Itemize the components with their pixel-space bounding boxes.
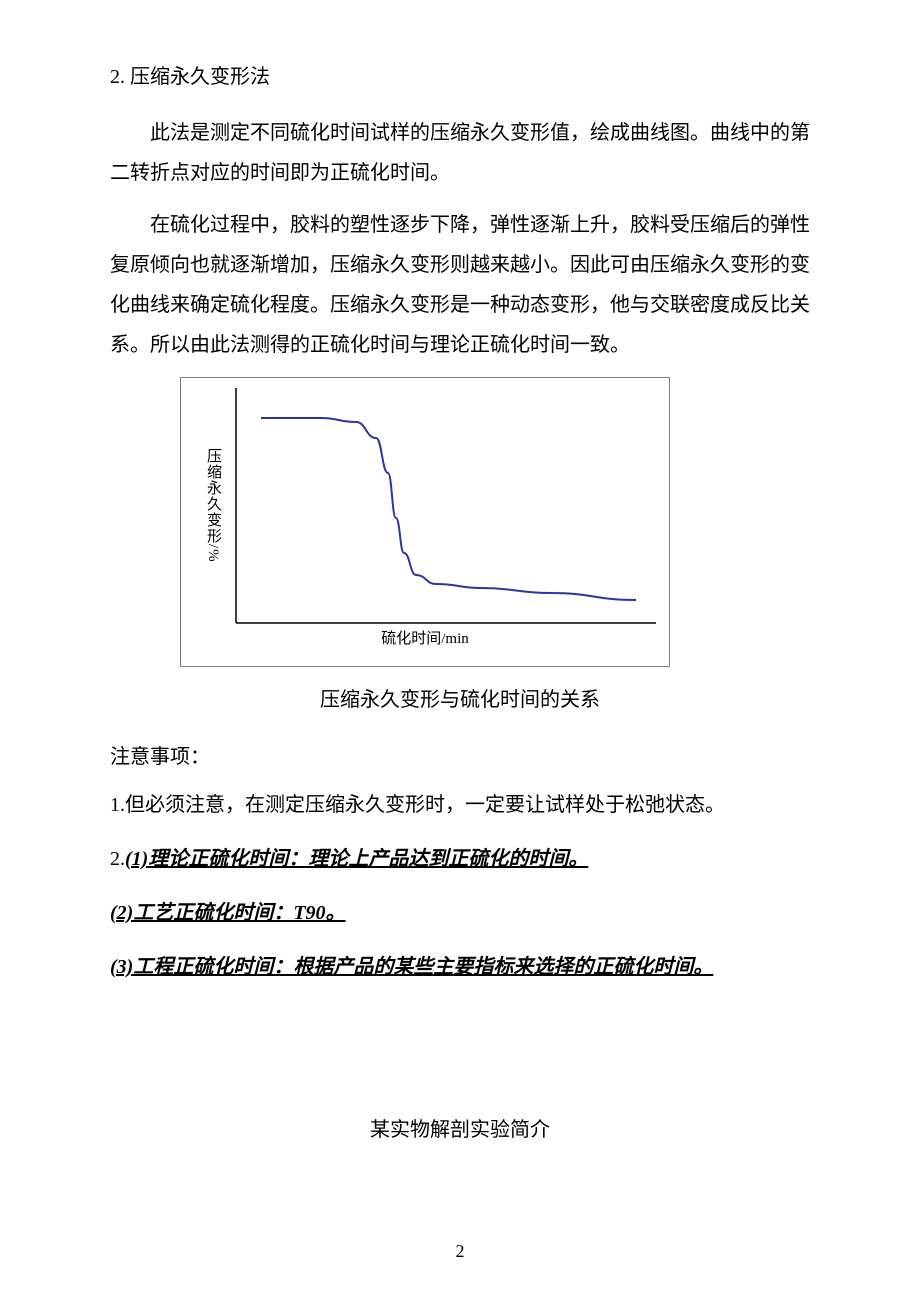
note-2-prefix: 2. xyxy=(110,848,125,870)
paragraph-2: 在硫化过程中，胶料的塑性逐步下降，弹性逐渐上升，胶料受压缩后的弹性复原倾向也就逐… xyxy=(110,205,810,365)
note-1: 1.但必须注意，在测定压缩永久变形时，一定要让试样处于松弛状态。 xyxy=(110,789,810,821)
note-4: (3)工程正硫化时间：根据产品的某些主要指标来选择的正硫化时间。 xyxy=(110,951,810,983)
note-2: 2.(1)理论正硫化时间：理论上产品达到正硫化的时间。 xyxy=(110,843,810,875)
note-2-text: (1)理论正硫化时间：理论上产品达到正硫化的时间。 xyxy=(125,848,588,870)
deformation-chart: 压缩永久变形/% 硫化时间/min xyxy=(180,377,670,667)
paragraph-1: 此法是测定不同硫化时间试样的压缩永久变形值，绘成曲线图。曲线中的第二转折点对应的… xyxy=(110,113,810,193)
note-3-text: (2)工艺正硫化时间：T90。 xyxy=(110,902,346,924)
deformation-curve xyxy=(261,418,636,600)
page-number: 2 xyxy=(0,1241,920,1262)
notes-heading: 注意事项： xyxy=(110,740,810,769)
section-heading: 2. 压缩永久变形法 xyxy=(110,60,810,89)
subtitle: 某实物解剖实验简介 xyxy=(110,1113,810,1142)
note-3: (2)工艺正硫化时间：T90。 xyxy=(110,897,810,929)
chart-svg xyxy=(181,378,671,668)
chart-caption: 压缩永久变形与硫化时间的关系 xyxy=(110,683,810,712)
x-axis-label: 硫化时间/min xyxy=(181,627,669,648)
y-axis-label: 压缩永久变形/% xyxy=(203,448,224,563)
note-4-text: (3)工程正硫化时间：根据产品的某些主要指标来选择的正硫化时间。 xyxy=(110,956,713,978)
